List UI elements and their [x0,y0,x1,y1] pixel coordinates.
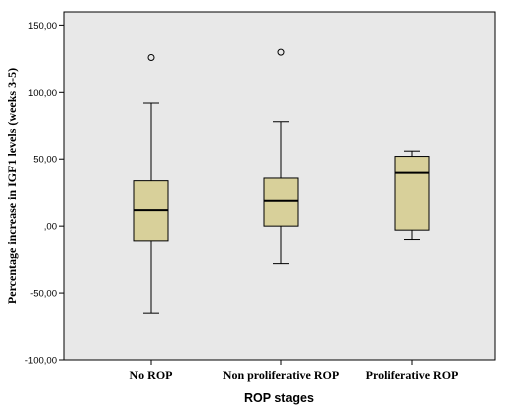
outlier-point [147,54,155,62]
y-tick-label: 50,00 [33,155,57,166]
y-tick-label: ,00 [44,222,57,233]
y-axis: -100,00 -50,00 ,00 50,00 100,00 150,00 [25,21,64,367]
y-tick-label: -50,00 [30,289,57,300]
box [394,156,430,231]
x-tick-label: No ROP [130,368,173,382]
x-tick-label: Proliferative ROP [366,368,459,382]
outlier-point [277,48,285,56]
y-tick-label: 150,00 [28,21,57,32]
box-group [133,54,169,314]
box [263,177,299,227]
box-group [263,48,299,265]
x-axis: No ROP Non proliferative ROP Proliferative… [130,360,459,382]
y-tick-label: 100,00 [28,88,57,99]
x-tick-label: Non proliferative ROP [223,368,339,382]
box-group [394,150,430,241]
x-axis-label: ROP stages [244,391,314,405]
y-axis-label: Percentage increase in IGF1 levels (week… [5,68,19,304]
box-series [133,48,430,314]
y-tick-label: -100,00 [25,356,57,367]
